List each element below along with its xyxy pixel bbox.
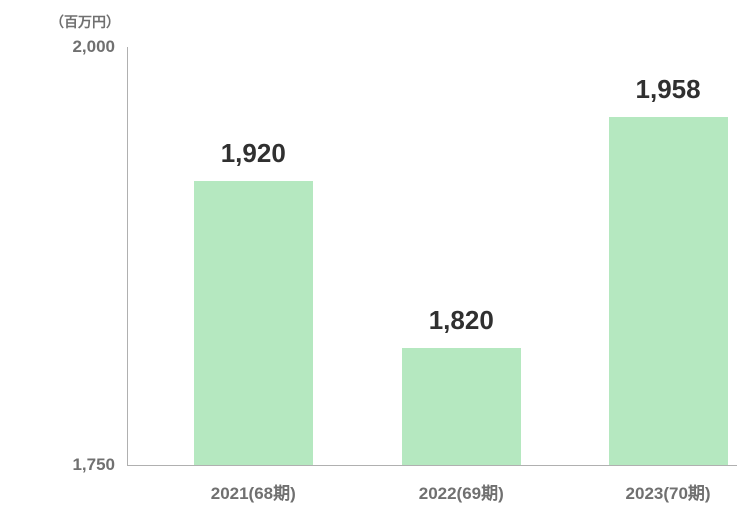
y-tick-label: 1,750 [72, 455, 115, 475]
y-axis-unit-label: （百万円） [50, 12, 120, 32]
x-tick-label: 2023(70期) [626, 479, 711, 504]
x-tick-label: 2021(68期) [211, 479, 296, 504]
plot-area: 1,920 1,820 1,958 [127, 47, 737, 465]
data-label: 1,920 [221, 138, 286, 169]
x-tick-label: 2022(69期) [419, 479, 504, 504]
bar-chart: （百万円） 1,750 2,000 1,920 1,820 1,958 2021(68… [0, 0, 745, 525]
bar [609, 117, 728, 465]
y-tick-label: 2,000 [72, 37, 115, 57]
x-axis-line [127, 465, 737, 466]
bar [402, 348, 521, 465]
data-label: 1,820 [429, 305, 494, 336]
bar [194, 181, 313, 465]
data-label: 1,958 [636, 74, 701, 105]
